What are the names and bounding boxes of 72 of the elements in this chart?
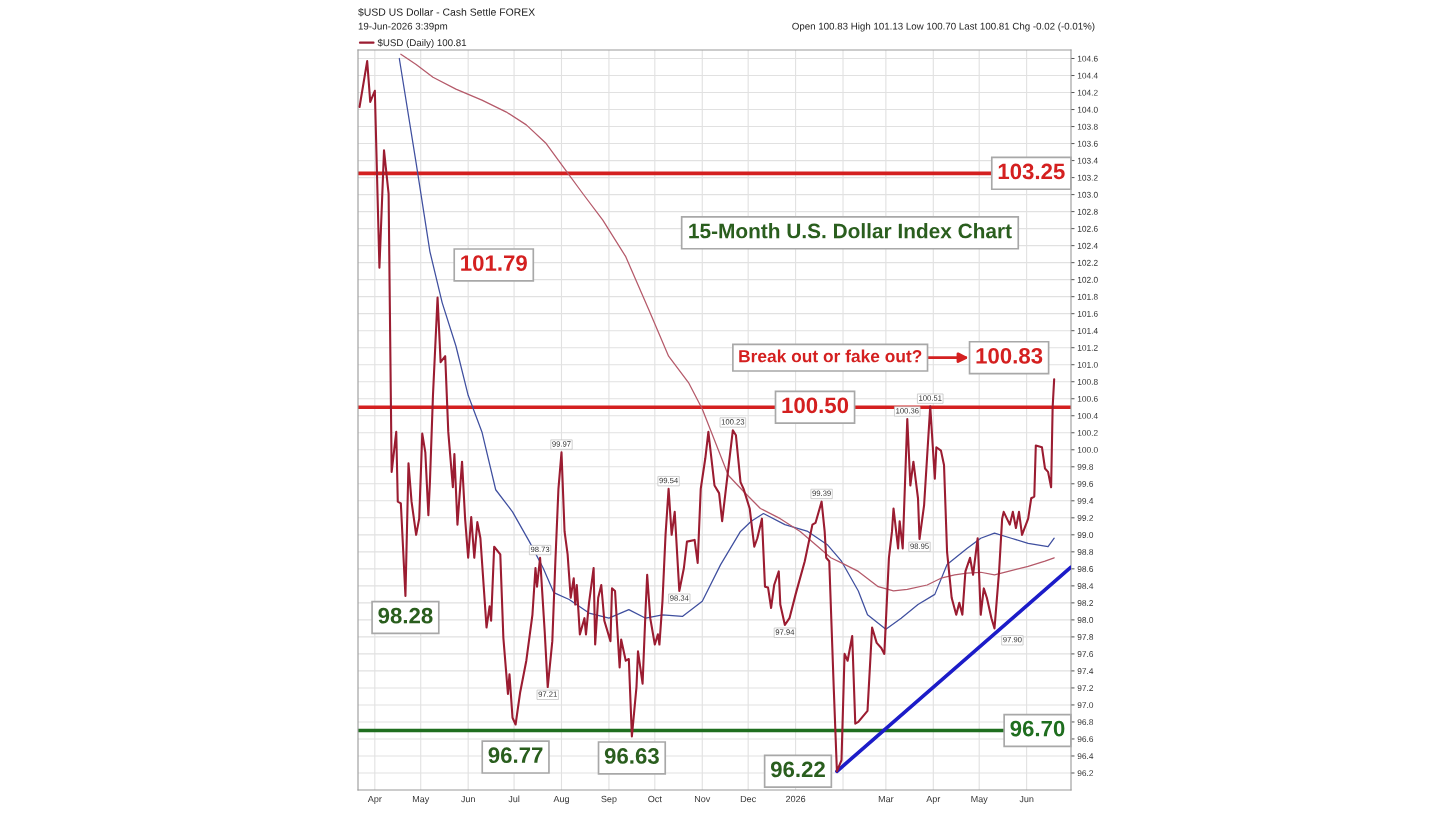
ref-line-label: 103.25 — [998, 163, 1065, 180]
x-tick-label: Apr — [926, 795, 941, 804]
y-tick-label: 103.6 — [1077, 140, 1098, 147]
x-tick-label: Nov — [694, 795, 711, 803]
y-tick-label: 103.4 — [1077, 157, 1098, 164]
x-tick-label: Jun — [1019, 795, 1034, 803]
y-tick-label: 98.8 — [1077, 549, 1094, 555]
y-tick-label: 96.2 — [1077, 770, 1094, 777]
y-tick-label: 98.4 — [1077, 583, 1094, 589]
y-tick-label: 100.0 — [1077, 446, 1098, 453]
chart-subtitle: $USD US Dollar - Cash Settle FOREX — [358, 7, 535, 17]
x-tick-label: Mar — [878, 795, 894, 803]
y-tick-label: 101.6 — [1077, 310, 1098, 317]
y-tick-label: 102.8 — [1077, 208, 1098, 215]
annotation: 101.79 — [461, 255, 527, 271]
x-tick-label: Apr — [367, 795, 382, 804]
y-tick-label: 103.0 — [1077, 191, 1098, 198]
y-tick-label: 98.2 — [1077, 600, 1094, 606]
text: Open 100.83 High 101.13 Low 100.70 Last 100.81 Chg -0.02 (-0.01%) — [792, 22, 1095, 32]
x-tick-label: Oct — [648, 795, 662, 803]
y-tick-label: 97.8 — [1077, 634, 1094, 640]
y-tick-label: 96.8 — [1077, 719, 1094, 726]
ref-line-label: 100.50 — [782, 397, 849, 414]
ref-line-label: 96.70 — [1010, 720, 1065, 737]
x-tick-label: 2026 — [786, 795, 806, 803]
x-tick-label: Jul — [508, 795, 520, 803]
y-tick-label: 103.8 — [1077, 123, 1098, 130]
y-tick-label: 103.2 — [1077, 174, 1098, 181]
y-tick-label: 104.2 — [1077, 89, 1098, 96]
annotation: 96.22 — [770, 761, 825, 778]
y-tick-label: 101.8 — [1077, 293, 1098, 300]
y-tick-label: 97.6 — [1077, 651, 1094, 658]
annotation: Break out or fake out? — [739, 349, 922, 363]
y-tick-label: 102.6 — [1077, 225, 1098, 232]
x-tick-label: Dec — [740, 795, 756, 803]
y-tick-label: 100.8 — [1077, 378, 1098, 385]
y-tick-label: 101.0 — [1077, 361, 1098, 368]
annotation: 96.77 — [488, 747, 543, 764]
x-tick-label: Sep — [601, 795, 617, 804]
y-tick-label: 99.4 — [1077, 498, 1094, 504]
y-tick-label: 97.2 — [1077, 685, 1094, 692]
y-tick-label: 99.0 — [1077, 532, 1094, 538]
text: 19-Jun-2026 3:39pm — [358, 22, 448, 32]
y-tick-label: 104.0 — [1077, 106, 1098, 113]
y-tick-label: 98.0 — [1077, 617, 1094, 623]
y-tick-label: 104.6 — [1077, 55, 1098, 62]
x-tick-label: May — [971, 795, 988, 804]
x-tick-label: May — [412, 795, 430, 804]
x-tick-label: Jun — [461, 795, 475, 803]
y-tick-label: 98.6 — [1077, 566, 1094, 572]
y-tick-label: 99.2 — [1077, 515, 1094, 521]
y-tick-label: 104.4 — [1077, 72, 1098, 79]
y-tick-label: 96.4 — [1077, 753, 1094, 760]
y-tick-label: 102.2 — [1077, 259, 1098, 266]
annotation: 96.63 — [604, 748, 659, 764]
x-tick-label: Aug — [553, 795, 569, 804]
annotation: 98.28 — [378, 607, 433, 624]
y-tick-label: 99.6 — [1077, 480, 1094, 487]
y-tick-label: 100.6 — [1077, 395, 1098, 402]
y-tick-label: 100.4 — [1077, 412, 1098, 419]
y-tick-label: 102.4 — [1077, 242, 1098, 249]
y-tick-label: 97.0 — [1077, 702, 1094, 709]
y-tick-label: 97.4 — [1077, 668, 1094, 675]
text: 15-Month U.S. Dollar Index Chart — [689, 223, 1012, 239]
y-tick-label: 100.2 — [1077, 429, 1098, 436]
y-tick-label: 101.4 — [1077, 327, 1098, 334]
y-tick-label: 102.0 — [1077, 276, 1098, 283]
y-tick-label: 101.2 — [1077, 344, 1098, 351]
y-tick-label: 96.6 — [1077, 736, 1094, 743]
legend-label: $USD (Daily) 100.81 — [377, 38, 467, 49]
y-tick-label: 99.8 — [1077, 463, 1094, 470]
annotation: 100.83 — [976, 347, 1043, 364]
